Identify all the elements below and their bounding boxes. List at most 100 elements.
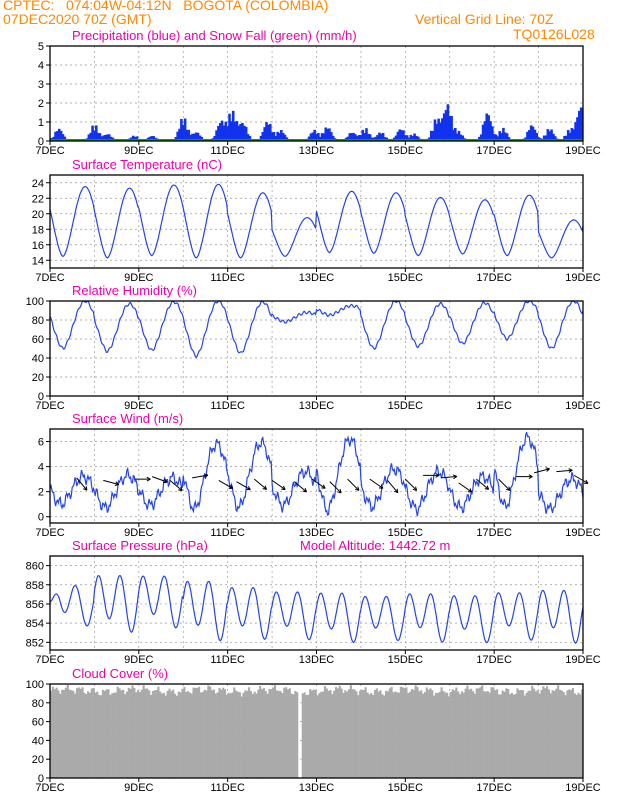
precip-bar xyxy=(272,132,276,141)
cloud-bar xyxy=(451,689,454,778)
precip-bar xyxy=(318,136,322,141)
wind-arrow-shaft xyxy=(271,479,286,490)
precip-bar xyxy=(89,132,93,141)
wind-arrow-head xyxy=(393,488,399,494)
header-date: 07DEC2020 70Z (GMT) xyxy=(3,11,152,27)
precip-bar xyxy=(429,130,433,141)
cloud-bar xyxy=(312,689,315,778)
x-tick-label: 19DEC xyxy=(565,145,601,157)
cloud-bar xyxy=(490,687,493,778)
cloud-bar xyxy=(211,690,214,778)
y-tick-label: 856 xyxy=(26,599,44,611)
y-tick-label: 4 xyxy=(38,60,44,72)
x-tick-label: 13DEC xyxy=(299,527,335,539)
cloud-bar xyxy=(101,689,104,778)
precip-bar xyxy=(415,135,418,141)
cloud-bar xyxy=(275,690,278,778)
cloud-bar xyxy=(384,690,388,778)
wind-arrow-head xyxy=(146,476,151,482)
cloud-bar xyxy=(434,692,438,778)
cloud-bar xyxy=(129,688,132,778)
precip-bar xyxy=(367,133,370,141)
cloud-bar xyxy=(394,691,397,778)
panel-title: Surface Pressure (hPa) xyxy=(72,538,208,553)
cloud-bar xyxy=(301,693,304,778)
cloud-bar xyxy=(438,691,441,778)
precip-bar xyxy=(548,131,551,141)
cloud-bar xyxy=(118,688,121,778)
wind-arrow-shaft xyxy=(498,478,511,491)
precip-bar xyxy=(320,133,324,141)
y-tick-label: 854 xyxy=(26,618,44,630)
cloud-bar xyxy=(90,688,93,778)
cloud-bar xyxy=(514,694,517,778)
precip-bar xyxy=(357,134,361,141)
precip-bar xyxy=(413,133,416,141)
precip-bar xyxy=(361,129,365,141)
grid-lines xyxy=(50,45,583,141)
cloud-bar xyxy=(373,690,377,778)
cloud-bar xyxy=(336,688,340,778)
precip-bar xyxy=(270,132,274,141)
precip-bar xyxy=(191,133,194,141)
cloud-bar xyxy=(453,690,456,778)
cloud-bar xyxy=(499,694,502,778)
cloud-bar xyxy=(536,690,539,778)
y-tick-label: 20 xyxy=(32,209,44,221)
y-tick-label: 80 xyxy=(32,698,44,710)
panel-title: Surface Temperature (nC) xyxy=(72,157,222,172)
cloud-bar xyxy=(496,689,499,778)
cloud-bar xyxy=(279,691,282,778)
cloud-bar xyxy=(325,688,328,778)
x-tick-label: 15DEC xyxy=(388,782,424,794)
cloud-bar xyxy=(327,690,330,778)
cloud-bar xyxy=(368,694,371,778)
cloud-bar xyxy=(462,692,465,778)
cloud-bar xyxy=(542,686,545,778)
precip-bar xyxy=(217,125,220,141)
cloud-bar xyxy=(399,686,402,778)
wind-arrow-shaft xyxy=(347,478,360,491)
cloud-bar xyxy=(81,687,84,778)
cloud-bar xyxy=(427,689,430,778)
cloud-bar xyxy=(446,692,449,778)
cloud-bar xyxy=(416,687,419,778)
cloud-bar xyxy=(186,691,190,778)
cloud-bar xyxy=(135,692,138,778)
precip-bar xyxy=(546,129,550,141)
precip-bar xyxy=(402,130,405,141)
cloud-bar xyxy=(148,690,151,778)
precip-bar xyxy=(109,136,113,141)
cloud-bar xyxy=(527,690,530,778)
cloud-bar xyxy=(68,689,71,778)
precip-bar xyxy=(459,134,463,141)
cloud-bar xyxy=(464,688,467,778)
cloud-bar xyxy=(507,688,510,778)
precip-bar xyxy=(404,135,407,141)
precip-bar xyxy=(56,131,59,141)
wind-arrow-shaft xyxy=(76,477,88,491)
cloud-bar xyxy=(470,688,473,778)
cloud-bar xyxy=(209,686,212,778)
cloud-bar xyxy=(175,695,178,778)
cloud-bar xyxy=(257,689,260,778)
cloud-bar xyxy=(249,691,253,778)
x-tick-label: 9DEC xyxy=(124,272,153,284)
x-tick-label: 7DEC xyxy=(35,782,64,794)
cloud-bar xyxy=(555,688,558,778)
precip-bar xyxy=(448,115,452,141)
cloud-bar xyxy=(79,688,82,778)
x-tick-label: 9DEC xyxy=(124,400,153,412)
precip-bar xyxy=(315,133,318,141)
wind-arrow-shaft xyxy=(293,481,307,493)
header-code: TQ0126L028 xyxy=(513,26,595,42)
precip-bar xyxy=(405,135,409,141)
cloud-bar xyxy=(488,692,491,778)
wind-arrow-head xyxy=(178,486,183,492)
panel-5: Surface Pressure (hPa) Model Altitude: 14… xyxy=(26,538,601,666)
cloud-bar xyxy=(547,689,550,778)
cloud-bar xyxy=(307,694,310,778)
cloud-bar xyxy=(146,688,149,778)
precip-bar xyxy=(354,134,357,141)
cloud-bar xyxy=(497,694,501,778)
